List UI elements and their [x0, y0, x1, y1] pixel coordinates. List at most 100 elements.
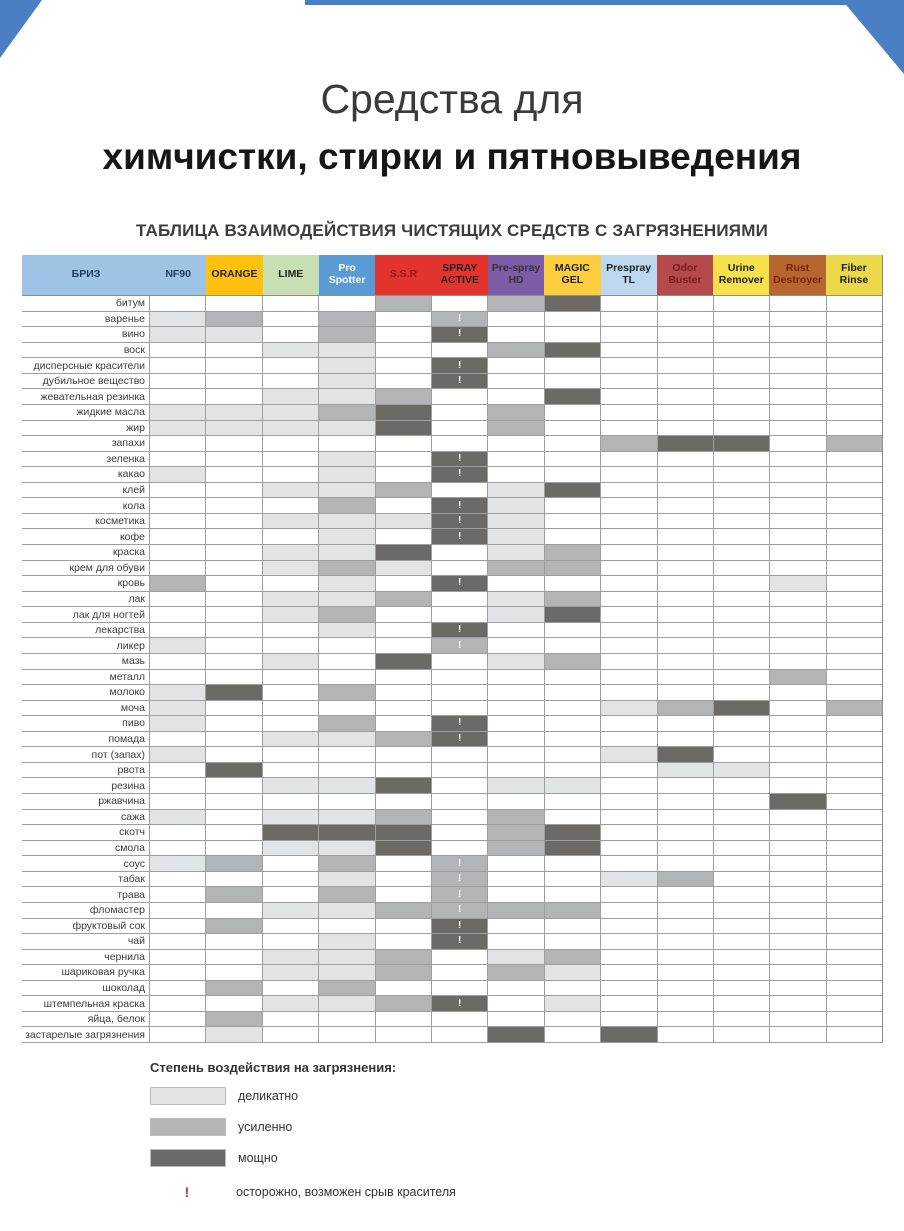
matrix-cell: [375, 887, 432, 902]
matrix-cell: [826, 653, 883, 669]
matrix-cell: [319, 607, 376, 622]
matrix-cell: [262, 871, 320, 887]
row-label: дубильное вещество: [22, 373, 150, 389]
matrix-cell: [601, 778, 658, 793]
matrix-cell: [657, 638, 714, 653]
matrix-cell: [826, 482, 883, 498]
matrix-cell: [488, 482, 545, 498]
matrix-cell: [375, 327, 432, 342]
matrix-cell: [601, 591, 658, 607]
matrix-cell: [431, 1011, 489, 1027]
matrix-cell: [319, 560, 376, 576]
matrix-cell: [544, 342, 602, 358]
row-label: кола: [22, 498, 150, 513]
matrix-cell: [544, 513, 602, 529]
matrix-cell: [770, 404, 827, 420]
matrix-cell: [544, 980, 602, 996]
matrix-body: битум варенье! вино! воск дисперсные красите…: [22, 295, 883, 1043]
matrix-cell: [375, 591, 432, 607]
matrix-cell: [150, 747, 207, 762]
matrix-cell: [770, 762, 827, 778]
matrix-cell: [713, 529, 771, 544]
matrix-cell: [431, 840, 489, 856]
matrix-cell: [319, 296, 376, 311]
matrix-cell: [713, 389, 771, 404]
matrix-cell: [488, 560, 545, 576]
row-label: шоколад: [22, 980, 150, 996]
matrix-cell: [770, 716, 827, 731]
matrix-cell: [150, 996, 207, 1011]
matrix-cell: [375, 560, 432, 576]
matrix-cell: [770, 296, 827, 311]
matrix-cell: [544, 918, 602, 934]
matrix-cell: [826, 436, 883, 451]
matrix-cell: [375, 653, 432, 669]
matrix-cell: [488, 980, 545, 996]
table-row: фломастер!: [22, 902, 883, 919]
matrix-cell: [488, 809, 545, 825]
matrix-cell: [488, 404, 545, 420]
matrix-cell: [601, 513, 658, 529]
matrix-cell: [206, 653, 263, 669]
matrix-cell: [601, 809, 658, 825]
matrix-cell: [206, 529, 263, 544]
matrix-cell: [150, 809, 207, 825]
table-row: клей: [22, 482, 883, 499]
matrix-cell: [826, 716, 883, 731]
matrix-cell: [713, 545, 771, 560]
matrix-cell: [431, 669, 489, 685]
matrix-cell: [713, 965, 771, 980]
matrix-cell: [262, 918, 320, 934]
matrix-cell: [150, 327, 207, 342]
dye-warning-icon: !: [457, 888, 462, 900]
matrix-cell: !: [431, 638, 489, 653]
table-row: табак!: [22, 871, 883, 888]
matrix-cell: [657, 980, 714, 996]
matrix-cell: [262, 731, 320, 747]
matrix-cell: [262, 389, 320, 404]
matrix-cell: [826, 996, 883, 1011]
matrix-cell: [770, 436, 827, 451]
matrix-cell: [657, 809, 714, 825]
table-row: рвота: [22, 762, 883, 779]
matrix-cell: [713, 809, 771, 825]
matrix-cell: [544, 716, 602, 731]
matrix-cell: [657, 825, 714, 840]
row-label: дисперсные красители: [22, 358, 150, 373]
matrix-cell: [713, 653, 771, 669]
table-row: кола!: [22, 498, 883, 514]
matrix-cell: [319, 638, 376, 653]
matrix-cell: [826, 934, 883, 949]
matrix-cell: [713, 404, 771, 420]
matrix-cell: [488, 311, 545, 327]
row-label: яйца, белок: [22, 1011, 150, 1027]
matrix-cell: [770, 358, 827, 373]
table-row: битум: [22, 296, 883, 312]
matrix-cell: [544, 373, 602, 389]
matrix-cell: [206, 669, 263, 685]
matrix-cell: [319, 778, 376, 793]
matrix-cell: [262, 373, 320, 389]
matrix-cell: [601, 404, 658, 420]
matrix-cell: [262, 856, 320, 871]
matrix-cell: [150, 934, 207, 949]
matrix-cell: [601, 451, 658, 467]
matrix-cell: [826, 778, 883, 793]
matrix-cell: !: [431, 451, 489, 467]
matrix-cell: [601, 856, 658, 871]
matrix-cell: [150, 482, 207, 498]
table-row: ликер!: [22, 638, 883, 654]
dye-warning-icon: !: [457, 515, 462, 527]
legend-swatch-level-3: [150, 1148, 226, 1167]
row-label: рвота: [22, 762, 150, 778]
matrix-cell: [150, 389, 207, 404]
matrix-cell: [713, 700, 771, 716]
matrix-cell: [488, 840, 545, 856]
matrix-cell: [375, 529, 432, 544]
matrix-cell: [713, 685, 771, 700]
matrix-cell: [262, 560, 320, 576]
matrix-cell: [206, 887, 263, 902]
matrix-cell: [713, 918, 771, 934]
matrix-cell: [262, 327, 320, 342]
row-label: чай: [22, 934, 150, 949]
